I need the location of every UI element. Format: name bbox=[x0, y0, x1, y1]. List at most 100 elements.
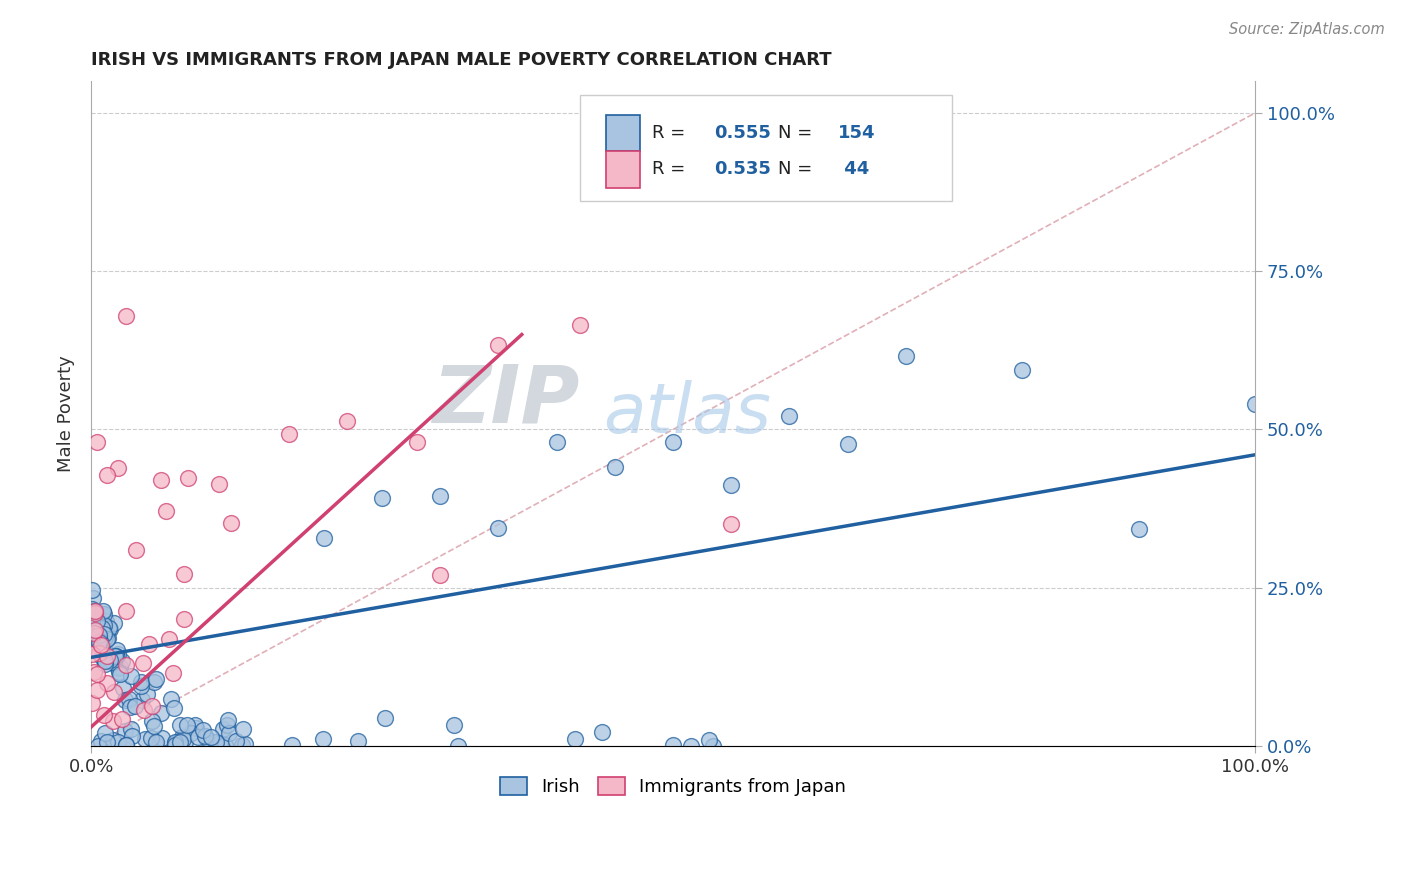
FancyBboxPatch shape bbox=[606, 151, 641, 187]
Point bbox=[163, 701, 186, 715]
Point bbox=[145, 672, 167, 686]
Point bbox=[82, 608, 104, 623]
Point bbox=[120, 668, 142, 682]
Text: Source: ZipAtlas.com: Source: ZipAtlas.com bbox=[1229, 22, 1385, 37]
Point bbox=[125, 543, 148, 558]
Point bbox=[214, 739, 236, 753]
Point bbox=[93, 708, 115, 723]
Point bbox=[564, 731, 586, 746]
Point bbox=[96, 735, 118, 749]
Point bbox=[131, 656, 153, 670]
Point bbox=[98, 653, 121, 667]
Point bbox=[87, 629, 110, 643]
Point bbox=[115, 738, 138, 752]
Point bbox=[142, 719, 165, 733]
Point bbox=[278, 427, 301, 442]
Point bbox=[169, 735, 191, 749]
Point bbox=[90, 621, 112, 635]
Text: R =: R = bbox=[652, 161, 692, 178]
Point bbox=[101, 655, 124, 669]
Point bbox=[96, 618, 118, 632]
Point bbox=[143, 738, 166, 752]
Point bbox=[157, 632, 180, 647]
Point bbox=[94, 626, 117, 640]
Point bbox=[118, 700, 141, 714]
Point bbox=[217, 717, 239, 731]
Point bbox=[720, 517, 742, 532]
Point bbox=[83, 604, 105, 618]
Point bbox=[96, 653, 118, 667]
Point bbox=[232, 722, 254, 736]
Point bbox=[91, 650, 114, 665]
Point bbox=[82, 696, 104, 710]
Point bbox=[681, 739, 703, 753]
Point bbox=[139, 731, 162, 746]
Point bbox=[162, 665, 184, 680]
Point bbox=[114, 739, 136, 753]
Point bbox=[225, 734, 247, 748]
Point bbox=[662, 435, 685, 450]
Point bbox=[93, 617, 115, 632]
Point bbox=[219, 516, 242, 531]
Point bbox=[107, 461, 129, 475]
Point bbox=[1128, 522, 1150, 536]
Point bbox=[94, 614, 117, 628]
Point bbox=[193, 723, 215, 737]
Point bbox=[702, 739, 724, 753]
Point bbox=[115, 658, 138, 673]
Point bbox=[180, 725, 202, 739]
Point bbox=[107, 648, 129, 662]
Point bbox=[87, 635, 110, 649]
Point bbox=[141, 714, 163, 728]
Point bbox=[176, 471, 198, 485]
Point bbox=[163, 736, 186, 750]
Point bbox=[488, 521, 510, 535]
Point bbox=[208, 477, 231, 491]
Text: R =: R = bbox=[652, 124, 692, 142]
Point bbox=[103, 615, 125, 630]
Point bbox=[86, 683, 108, 698]
FancyBboxPatch shape bbox=[579, 95, 952, 201]
Point bbox=[107, 661, 129, 675]
Point bbox=[124, 698, 146, 713]
Text: 44: 44 bbox=[838, 161, 869, 178]
Point bbox=[160, 691, 183, 706]
Point bbox=[217, 713, 239, 727]
Point bbox=[86, 608, 108, 623]
Point bbox=[115, 604, 138, 618]
Point bbox=[1244, 397, 1267, 411]
Point bbox=[591, 725, 613, 739]
Point bbox=[101, 733, 124, 747]
Point bbox=[150, 706, 173, 721]
Point bbox=[84, 620, 107, 634]
Point bbox=[662, 738, 685, 752]
Point bbox=[86, 667, 108, 681]
Point bbox=[111, 653, 134, 667]
Point bbox=[90, 623, 112, 637]
Point bbox=[194, 729, 217, 743]
Point bbox=[173, 612, 195, 626]
Point bbox=[108, 665, 131, 680]
Point bbox=[86, 615, 108, 629]
Point bbox=[1011, 363, 1033, 377]
Point bbox=[93, 607, 115, 621]
Point bbox=[104, 648, 127, 663]
Point bbox=[184, 718, 207, 732]
Point bbox=[111, 712, 134, 726]
Legend: Irish, Immigrants from Japan: Irish, Immigrants from Japan bbox=[492, 770, 853, 804]
Point bbox=[163, 735, 186, 749]
Point bbox=[720, 477, 742, 491]
Point bbox=[120, 723, 142, 737]
Point bbox=[83, 604, 105, 618]
Point bbox=[97, 631, 120, 645]
Point bbox=[443, 718, 465, 732]
Point bbox=[87, 634, 110, 648]
Point bbox=[346, 734, 368, 748]
Point bbox=[93, 657, 115, 671]
Point bbox=[105, 643, 128, 657]
Point bbox=[121, 729, 143, 743]
Point bbox=[894, 349, 917, 363]
Point bbox=[488, 338, 510, 352]
Point bbox=[131, 693, 153, 707]
Point bbox=[82, 610, 104, 624]
